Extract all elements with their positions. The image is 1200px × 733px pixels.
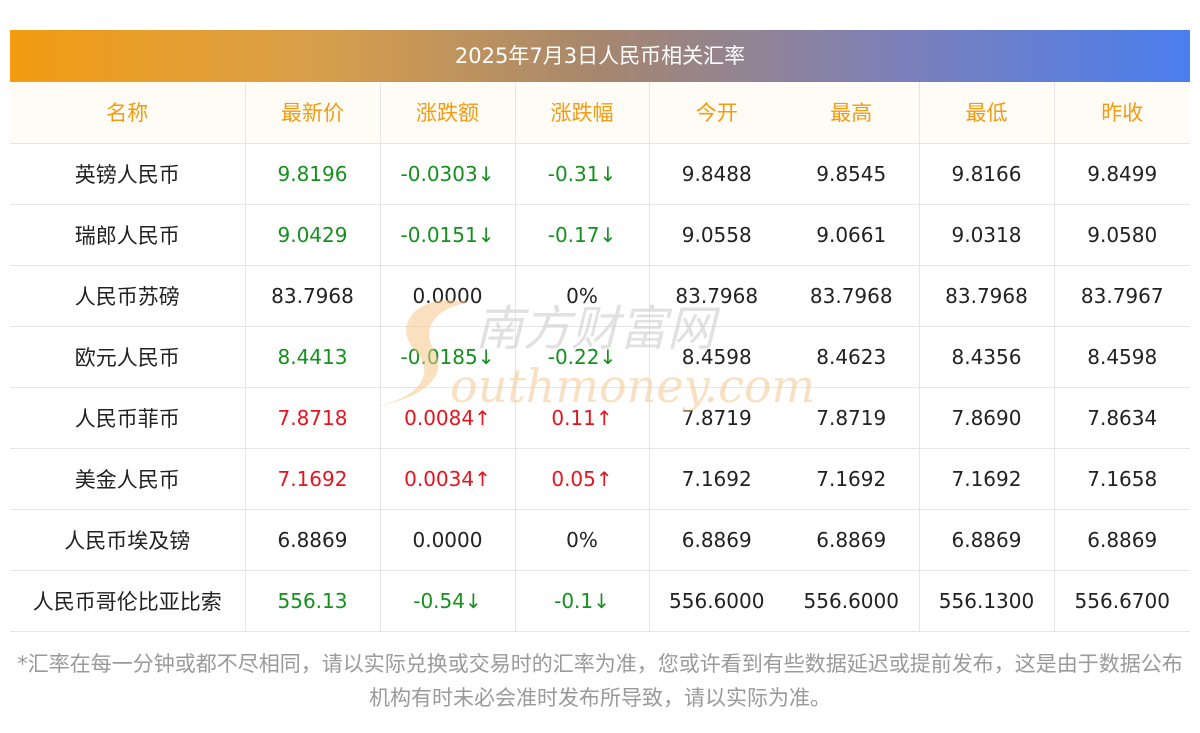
cell-change-pct: -0.31↓ <box>515 142 650 204</box>
header-change: 涨跌额 <box>380 82 516 143</box>
cell-prev-close: 7.8634 <box>1054 386 1190 448</box>
cell-change-pct: 0.05↑ <box>515 447 650 509</box>
cell-low: 83.7968 <box>919 264 1055 326</box>
cell-change-pct: 0.11↑ <box>515 386 650 448</box>
cell-latest: 7.1692 <box>245 447 381 509</box>
header-high: 最高 <box>784 82 920 143</box>
disclaimer-note: *汇率在每一分钟或都不尽相同，请以实际兑换或交易时的汇率为准，您或许看到有些数据… <box>17 652 1183 710</box>
header-latest: 最新价 <box>245 82 381 143</box>
table-row: 英镑人民币 9.8196 -0.0303↓ -0.31↓ 9.8488 9.8545 9.8… <box>10 142 1190 204</box>
table-row: 人民币埃及镑 6.8869 0.0000 0% 6.8869 6.8869 6.8869 6.… <box>10 508 1190 570</box>
header-change-pct: 涨跌幅 <box>515 82 650 143</box>
table-row: 人民币苏磅 83.7968 0.0000 0% 83.7968 83.7968 83.796… <box>10 264 1190 326</box>
exchange-rate-table: 名称 最新价 涨跌额 涨跌幅 今开 最高 最低 昨收 英镑人民币 9.8196 -0… <box>10 82 1190 632</box>
cell-change-pct: -0.17↓ <box>515 203 650 265</box>
table-header-row: 名称 最新价 涨跌额 涨跌幅 今开 最高 最低 昨收 <box>10 82 1190 143</box>
cell-change-pct: -0.1↓ <box>515 569 650 632</box>
cell-latest: 9.0429 <box>245 203 381 265</box>
table-row: 欧元人民币 8.4413 -0.0185↓ -0.22↓ 8.4598 8.4623 8.4… <box>10 325 1190 387</box>
cell-open: 9.8488 <box>649 142 784 204</box>
rate-table-panel: 2025年7月3日人民币相关汇率 名称 最新价 涨跌额 涨跌幅 今开 最高 最低… <box>10 30 1190 632</box>
cell-high: 9.8545 <box>784 142 920 204</box>
cell-name: 欧元人民币 <box>10 325 246 387</box>
table-row: 人民币菲币 7.8718 0.0084↑ 0.11↑ 7.8719 7.8719 7.869… <box>10 386 1190 448</box>
cell-latest: 8.4413 <box>245 325 381 387</box>
cell-low: 6.8869 <box>919 508 1055 570</box>
cell-change: 0.0084↑ <box>380 386 516 448</box>
table-row: 美金人民币 7.1692 0.0034↑ 0.05↑ 7.1692 7.1692 7.169… <box>10 447 1190 509</box>
cell-name: 人民币苏磅 <box>10 264 246 326</box>
cell-prev-close: 6.8869 <box>1054 508 1190 570</box>
cell-low: 7.1692 <box>919 447 1055 509</box>
cell-prev-close: 8.4598 <box>1054 325 1190 387</box>
cell-high: 83.7968 <box>784 264 920 326</box>
cell-change-pct: 0% <box>515 264 650 326</box>
table-row: 瑞郎人民币 9.0429 -0.0151↓ -0.17↓ 9.0558 9.0661 9.0… <box>10 203 1190 265</box>
cell-open: 83.7968 <box>649 264 784 326</box>
cell-open: 6.8869 <box>649 508 784 570</box>
table-title: 2025年7月3日人民币相关汇率 <box>10 30 1190 82</box>
cell-open: 9.0558 <box>649 203 784 265</box>
header-name: 名称 <box>10 82 246 143</box>
cell-name: 瑞郎人民币 <box>10 203 246 265</box>
cell-high: 6.8869 <box>784 508 920 570</box>
cell-open: 556.6000 <box>649 569 784 632</box>
cell-high: 556.6000 <box>784 569 920 632</box>
cell-prev-close: 556.6700 <box>1054 569 1190 632</box>
cell-change-pct: 0% <box>515 508 650 570</box>
header-open: 今开 <box>649 82 784 143</box>
cell-prev-close: 83.7967 <box>1054 264 1190 326</box>
cell-prev-close: 7.1658 <box>1054 447 1190 509</box>
cell-low: 9.0318 <box>919 203 1055 265</box>
cell-change: 0.0000 <box>380 264 516 326</box>
cell-name: 人民币埃及镑 <box>10 508 246 570</box>
cell-change: -0.0151↓ <box>380 203 516 265</box>
cell-open: 7.8719 <box>649 386 784 448</box>
header-low: 最低 <box>919 82 1055 143</box>
cell-high: 7.8719 <box>784 386 920 448</box>
cell-change: -0.0303↓ <box>380 142 516 204</box>
cell-latest: 83.7968 <box>245 264 381 326</box>
cell-name: 英镑人民币 <box>10 142 246 204</box>
cell-open: 7.1692 <box>649 447 784 509</box>
cell-name: 美金人民币 <box>10 447 246 509</box>
cell-latest: 9.8196 <box>245 142 381 204</box>
cell-name: 人民币菲币 <box>10 386 246 448</box>
cell-low: 556.1300 <box>919 569 1055 632</box>
cell-high: 7.1692 <box>784 447 920 509</box>
header-prev-close: 昨收 <box>1054 82 1190 143</box>
cell-name: 人民币哥伦比亚比索 <box>10 569 246 632</box>
cell-latest: 6.8869 <box>245 508 381 570</box>
cell-prev-close: 9.0580 <box>1054 203 1190 265</box>
cell-latest: 556.13 <box>245 569 381 632</box>
cell-prev-close: 9.8499 <box>1054 142 1190 204</box>
cell-latest: 7.8718 <box>245 386 381 448</box>
cell-change: -0.54↓ <box>380 569 516 632</box>
cell-open: 8.4598 <box>649 325 784 387</box>
cell-low: 8.4356 <box>919 325 1055 387</box>
cell-change: -0.0185↓ <box>380 325 516 387</box>
cell-change: 0.0000 <box>380 508 516 570</box>
cell-high: 9.0661 <box>784 203 920 265</box>
cell-change-pct: -0.22↓ <box>515 325 650 387</box>
cell-low: 9.8166 <box>919 142 1055 204</box>
table-row: 人民币哥伦比亚比索 556.13 -0.54↓ -0.1↓ 556.6000 556.60… <box>10 569 1190 632</box>
cell-change: 0.0034↑ <box>380 447 516 509</box>
cell-low: 7.8690 <box>919 386 1055 448</box>
cell-high: 8.4623 <box>784 325 920 387</box>
